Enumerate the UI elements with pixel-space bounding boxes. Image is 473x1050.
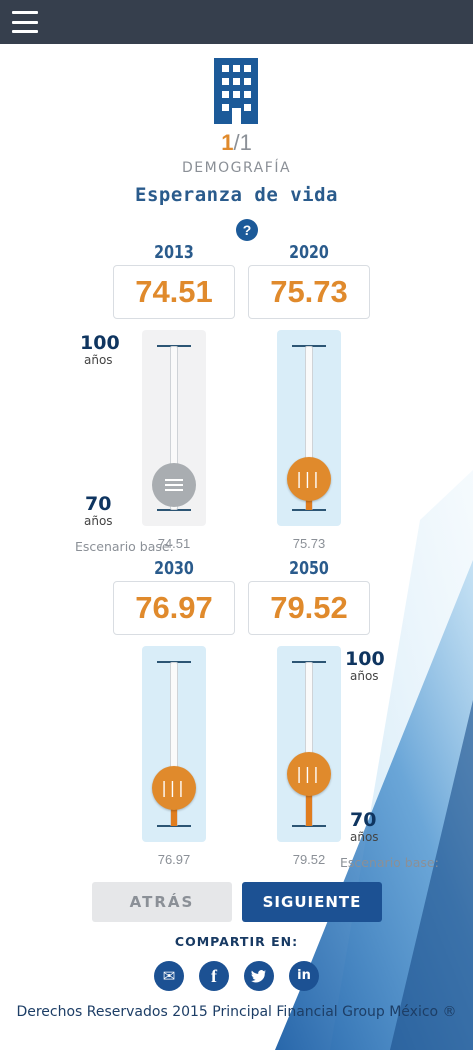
slider-2013[interactable] [142, 330, 206, 526]
twitter-bird-icon [251, 970, 266, 983]
year-label-2050: 2050 [289, 558, 329, 579]
footer-copyright: Derechos Reservados 2015 Principal Finan… [16, 1004, 457, 1020]
knob-grip-icon: ||| [296, 764, 322, 783]
scale-max-unit-right: años [350, 669, 379, 683]
envelope-icon[interactable]: ✉ [154, 961, 184, 991]
slider-knob-locked[interactable] [152, 463, 196, 508]
year-label-2020: 2020 [289, 242, 329, 263]
twitter-icon[interactable] [244, 961, 274, 991]
section-label: DEMOGRAFÍA [181, 160, 292, 176]
slider-tick-min [292, 509, 326, 511]
scale-max-unit: años [84, 353, 113, 367]
slider-2050[interactable]: ||| [277, 646, 341, 842]
page-title: Esperanza de vida [135, 184, 338, 206]
hamburger-menu-icon[interactable] [12, 11, 38, 33]
scale-min-label-right: 70 [350, 809, 377, 831]
slider-knob[interactable]: ||| [287, 456, 331, 501]
facebook-icon[interactable]: f [199, 961, 229, 991]
slider-tick-min [292, 825, 326, 827]
slider-2020[interactable]: ||| [277, 330, 341, 526]
slider-knob[interactable]: ||| [287, 752, 331, 796]
slider-tick-min [157, 509, 191, 511]
pager-separator: / [233, 130, 240, 155]
base-scenario-label-right: Escenario base: [340, 855, 439, 870]
help-icon[interactable]: ? [236, 219, 258, 241]
base-value-2050: 79.52 [292, 852, 326, 867]
base-scenario-label: Escenario base: [75, 539, 174, 554]
pager-total: 1 [239, 130, 252, 155]
back-button[interactable]: ATRÁS [92, 882, 232, 922]
building-icon [214, 58, 258, 124]
pager: 1/1 [0, 130, 473, 156]
value-box-2020: 75.73 [248, 265, 370, 319]
linkedin-icon[interactable]: in [289, 961, 319, 991]
year-label-2030: 2030 [154, 558, 194, 579]
top-bar [0, 0, 473, 44]
scale-min-unit: años [84, 514, 113, 528]
scale-max-label-right: 100 [345, 648, 385, 670]
base-value-2030: 76.97 [157, 852, 191, 867]
value-box-2030: 76.97 [113, 581, 235, 635]
knob-line [165, 484, 183, 487]
value-box-2013: 74.51 [113, 265, 235, 319]
share-label: COMPARTIR EN: [174, 934, 299, 949]
scale-min-label: 70 [85, 493, 112, 515]
slider-2030[interactable]: ||| [142, 646, 206, 842]
next-button[interactable]: SIGUIENTE [242, 882, 382, 922]
base-value-2013: 74.51 [157, 536, 191, 551]
scale-min-unit-right: años [350, 830, 379, 844]
slider-rail [170, 346, 178, 510]
base-value-2020: 75.73 [292, 536, 326, 551]
year-label-2013: 2013 [154, 242, 194, 263]
scale-max-label: 100 [80, 332, 120, 354]
knob-grip-icon: ||| [161, 777, 187, 797]
slider-knob[interactable]: ||| [152, 765, 196, 810]
slider-fill [306, 774, 312, 826]
knob-line [165, 489, 183, 492]
knob-line [165, 479, 183, 482]
value-box-2050: 79.52 [248, 581, 370, 635]
slider-tick-min [157, 825, 191, 827]
knob-grip-icon: ||| [296, 468, 322, 488]
pager-current: 1 [221, 130, 234, 155]
